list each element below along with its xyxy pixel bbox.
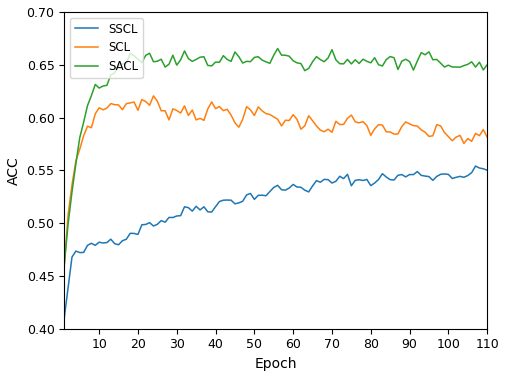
Y-axis label: ACC: ACC [7, 156, 21, 185]
SACL [255, 54, 261, 59]
SACL [61, 263, 67, 268]
SCL [270, 115, 276, 119]
SSCL [266, 189, 272, 194]
SCL [189, 108, 195, 112]
Line: SSCL: SSCL [64, 166, 486, 318]
SCL [460, 141, 466, 146]
SSCL [483, 168, 489, 172]
SACL [460, 64, 466, 68]
SACL [185, 56, 191, 61]
SCL [150, 94, 156, 98]
SSCL [456, 174, 462, 179]
SCL [259, 108, 265, 113]
X-axis label: Epoch: Epoch [254, 357, 296, 371]
SACL [266, 61, 272, 65]
SCL [483, 135, 489, 139]
SACL [483, 62, 489, 67]
SCL [475, 133, 481, 138]
SACL [363, 59, 369, 64]
SSCL [359, 178, 365, 183]
SSCL [475, 166, 481, 170]
SACL [274, 46, 280, 51]
SACL [475, 60, 481, 65]
SSCL [255, 193, 261, 198]
Legend: SSCL, SCL, SACL: SSCL, SCL, SACL [70, 18, 142, 78]
SSCL [185, 205, 191, 210]
Line: SCL: SCL [64, 96, 486, 265]
SSCL [472, 164, 478, 168]
SCL [363, 123, 369, 128]
SCL [61, 263, 67, 268]
SSCL [61, 316, 67, 321]
Line: SACL: SACL [64, 48, 486, 265]
